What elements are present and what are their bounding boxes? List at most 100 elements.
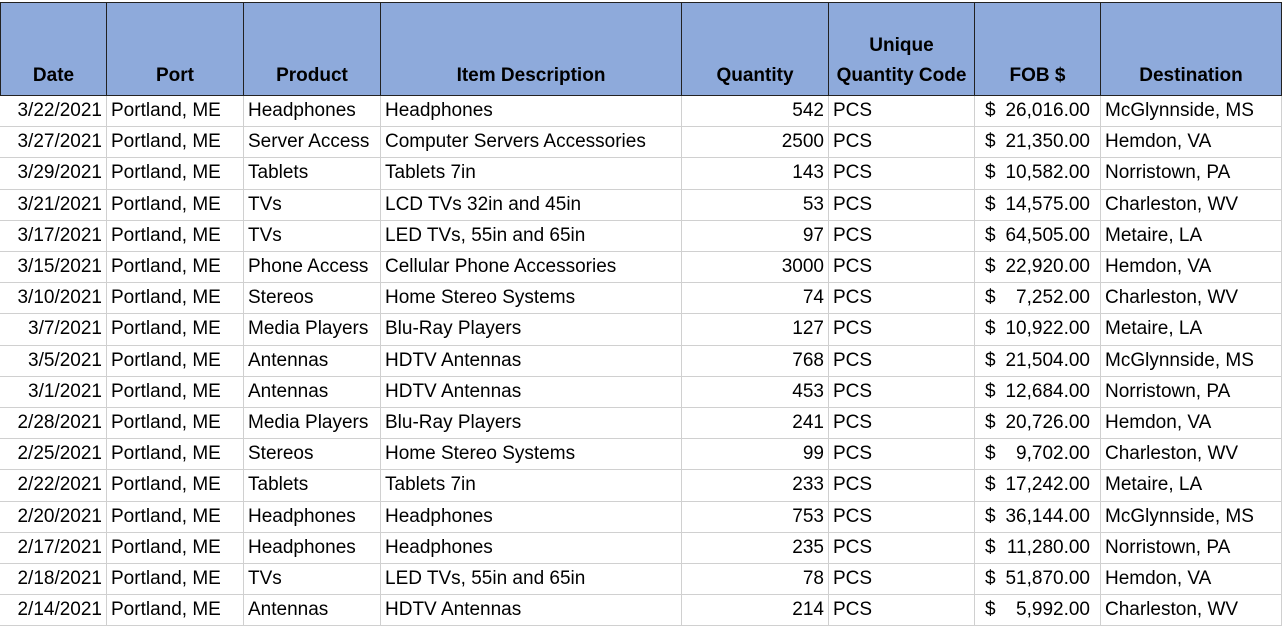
cell[interactable]: Stereos xyxy=(244,283,381,315)
column-header[interactable]: Item Description xyxy=(381,2,682,96)
cell[interactable]: $64,505.00 xyxy=(975,220,1101,252)
cell[interactable]: 3/29/2021 xyxy=(0,158,107,190)
cell[interactable]: Headphones xyxy=(381,501,682,533)
cell[interactable]: HDTV Antennas xyxy=(381,345,682,377)
cell[interactable]: Portland, ME xyxy=(107,96,244,128)
cell[interactable]: Blu-Ray Players xyxy=(381,408,682,440)
cell[interactable]: McGlynnside, MS xyxy=(1101,501,1282,533)
cell[interactable]: HDTV Antennas xyxy=(381,595,682,627)
cell[interactable]: Portland, ME xyxy=(107,220,244,252)
cell[interactable]: PCS xyxy=(829,439,975,471)
cell[interactable]: PCS xyxy=(829,127,975,159)
cell[interactable]: PCS xyxy=(829,252,975,284)
cell[interactable]: Portland, ME xyxy=(107,595,244,627)
cell[interactable]: Portland, ME xyxy=(107,564,244,596)
cell[interactable]: $9,702.00 xyxy=(975,439,1101,471)
cell[interactable]: $12,684.00 xyxy=(975,376,1101,408)
cell[interactable]: Charleston, WV xyxy=(1101,189,1282,221)
cell[interactable]: $10,582.00 xyxy=(975,158,1101,190)
cell[interactable]: 235 xyxy=(682,532,829,564)
cell[interactable]: LED TVs, 55in and 65in xyxy=(381,220,682,252)
cell[interactable]: PCS xyxy=(829,408,975,440)
cell[interactable]: TVs xyxy=(244,189,381,221)
cell[interactable]: Portland, ME xyxy=(107,189,244,221)
cell[interactable]: 2/18/2021 xyxy=(0,564,107,596)
cell[interactable]: Antennas xyxy=(244,595,381,627)
cell[interactable]: 3/7/2021 xyxy=(0,314,107,346)
cell[interactable]: 753 xyxy=(682,501,829,533)
column-header[interactable]: FOB $ xyxy=(975,2,1101,96)
column-header[interactable]: Unique Quantity Code xyxy=(829,2,975,96)
cell[interactable]: $22,920.00 xyxy=(975,252,1101,284)
cell[interactable]: Blu-Ray Players xyxy=(381,314,682,346)
cell[interactable]: 3/22/2021 xyxy=(0,96,107,128)
cell[interactable]: 2/22/2021 xyxy=(0,470,107,502)
cell[interactable]: Headphones xyxy=(381,532,682,564)
cell[interactable]: PCS xyxy=(829,470,975,502)
cell[interactable]: Headphones xyxy=(244,501,381,533)
cell[interactable]: Server Access xyxy=(244,127,381,159)
cell[interactable]: Antennas xyxy=(244,376,381,408)
cell[interactable]: 233 xyxy=(682,470,829,502)
cell[interactable]: Home Stereo Systems xyxy=(381,439,682,471)
cell[interactable]: $26,016.00 xyxy=(975,96,1101,128)
cell[interactable]: Metaire, LA xyxy=(1101,470,1282,502)
cell[interactable]: 3/5/2021 xyxy=(0,345,107,377)
cell[interactable]: Portland, ME xyxy=(107,501,244,533)
column-header[interactable]: Quantity xyxy=(682,2,829,96)
cell[interactable]: McGlynnside, MS xyxy=(1101,96,1282,128)
cell[interactable]: PCS xyxy=(829,376,975,408)
cell[interactable]: LCD TVs 32in and 45in xyxy=(381,189,682,221)
cell[interactable]: PCS xyxy=(829,283,975,315)
cell[interactable]: HDTV Antennas xyxy=(381,376,682,408)
cell[interactable]: 99 xyxy=(682,439,829,471)
cell[interactable]: Phone Access xyxy=(244,252,381,284)
cell[interactable]: 214 xyxy=(682,595,829,627)
cell[interactable]: $7,252.00 xyxy=(975,283,1101,315)
cell[interactable]: $11,280.00 xyxy=(975,532,1101,564)
cell[interactable]: Portland, ME xyxy=(107,345,244,377)
cell[interactable]: Norristown, PA xyxy=(1101,376,1282,408)
cell[interactable]: TVs xyxy=(244,220,381,252)
cell[interactable]: Stereos xyxy=(244,439,381,471)
column-header[interactable]: Product xyxy=(244,2,381,96)
cell[interactable]: 3/15/2021 xyxy=(0,252,107,284)
cell[interactable]: PCS xyxy=(829,96,975,128)
cell[interactable]: PCS xyxy=(829,314,975,346)
cell[interactable]: $5,992.00 xyxy=(975,595,1101,627)
cell[interactable]: 78 xyxy=(682,564,829,596)
cell[interactable]: PCS xyxy=(829,501,975,533)
cell[interactable]: Hemdon, VA xyxy=(1101,252,1282,284)
cell[interactable]: 542 xyxy=(682,96,829,128)
cell[interactable]: PCS xyxy=(829,220,975,252)
cell[interactable]: $36,144.00 xyxy=(975,501,1101,533)
cell[interactable]: 3/21/2021 xyxy=(0,189,107,221)
cell[interactable]: McGlynnside, MS xyxy=(1101,345,1282,377)
column-header[interactable]: Destination xyxy=(1101,2,1282,96)
cell[interactable]: Headphones xyxy=(244,96,381,128)
cell[interactable]: Hemdon, VA xyxy=(1101,408,1282,440)
cell[interactable]: 3/1/2021 xyxy=(0,376,107,408)
cell[interactable]: 768 xyxy=(682,345,829,377)
cell[interactable]: Charleston, WV xyxy=(1101,595,1282,627)
cell[interactable]: 3/27/2021 xyxy=(0,127,107,159)
cell[interactable]: Norristown, PA xyxy=(1101,158,1282,190)
cell[interactable]: Headphones xyxy=(244,532,381,564)
cell[interactable]: 2/17/2021 xyxy=(0,532,107,564)
cell[interactable]: Charleston, WV xyxy=(1101,439,1282,471)
cell[interactable]: $17,242.00 xyxy=(975,470,1101,502)
cell[interactable]: Hemdon, VA xyxy=(1101,564,1282,596)
cell[interactable]: 3/17/2021 xyxy=(0,220,107,252)
cell[interactable]: PCS xyxy=(829,532,975,564)
cell[interactable]: 3000 xyxy=(682,252,829,284)
cell[interactable]: Metaire, LA xyxy=(1101,220,1282,252)
cell[interactable]: 2500 xyxy=(682,127,829,159)
cell[interactable]: $21,350.00 xyxy=(975,127,1101,159)
cell[interactable]: 3/10/2021 xyxy=(0,283,107,315)
cell[interactable]: Home Stereo Systems xyxy=(381,283,682,315)
cell[interactable]: 2/28/2021 xyxy=(0,408,107,440)
cell[interactable]: Portland, ME xyxy=(107,314,244,346)
cell[interactable]: Tablets 7in xyxy=(381,470,682,502)
cell[interactable]: PCS xyxy=(829,158,975,190)
cell[interactable]: Hemdon, VA xyxy=(1101,127,1282,159)
